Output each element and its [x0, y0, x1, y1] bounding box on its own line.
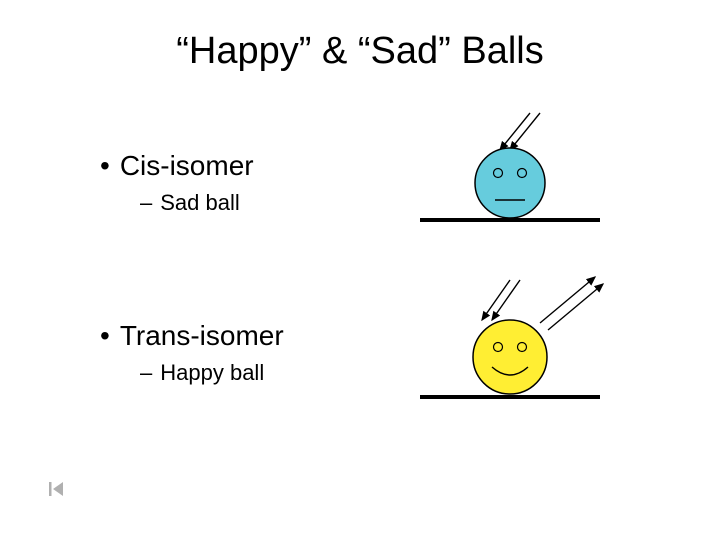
- sub-item-sad: – Sad ball: [140, 190, 240, 216]
- bullet-text: Trans-isomer: [120, 320, 284, 352]
- sub-marker: –: [140, 190, 152, 216]
- bullet-item-trans: • Trans-isomer: [100, 320, 284, 352]
- sub-text: Happy ball: [160, 360, 264, 386]
- sub-marker: –: [140, 360, 152, 386]
- bullet-marker: •: [100, 320, 110, 352]
- bullet-item-cis: • Cis-isomer: [100, 150, 254, 182]
- diagram-happy-ball: [390, 275, 630, 405]
- slide-title: “Happy” & “Sad” Balls: [0, 30, 720, 73]
- bullet-marker: •: [100, 150, 110, 182]
- bullet-text: Cis-isomer: [120, 150, 254, 182]
- diagram-sad-ball: [390, 108, 610, 228]
- sub-text: Sad ball: [160, 190, 240, 216]
- sub-item-happy: – Happy ball: [140, 360, 264, 386]
- previous-slide-icon[interactable]: [48, 480, 66, 498]
